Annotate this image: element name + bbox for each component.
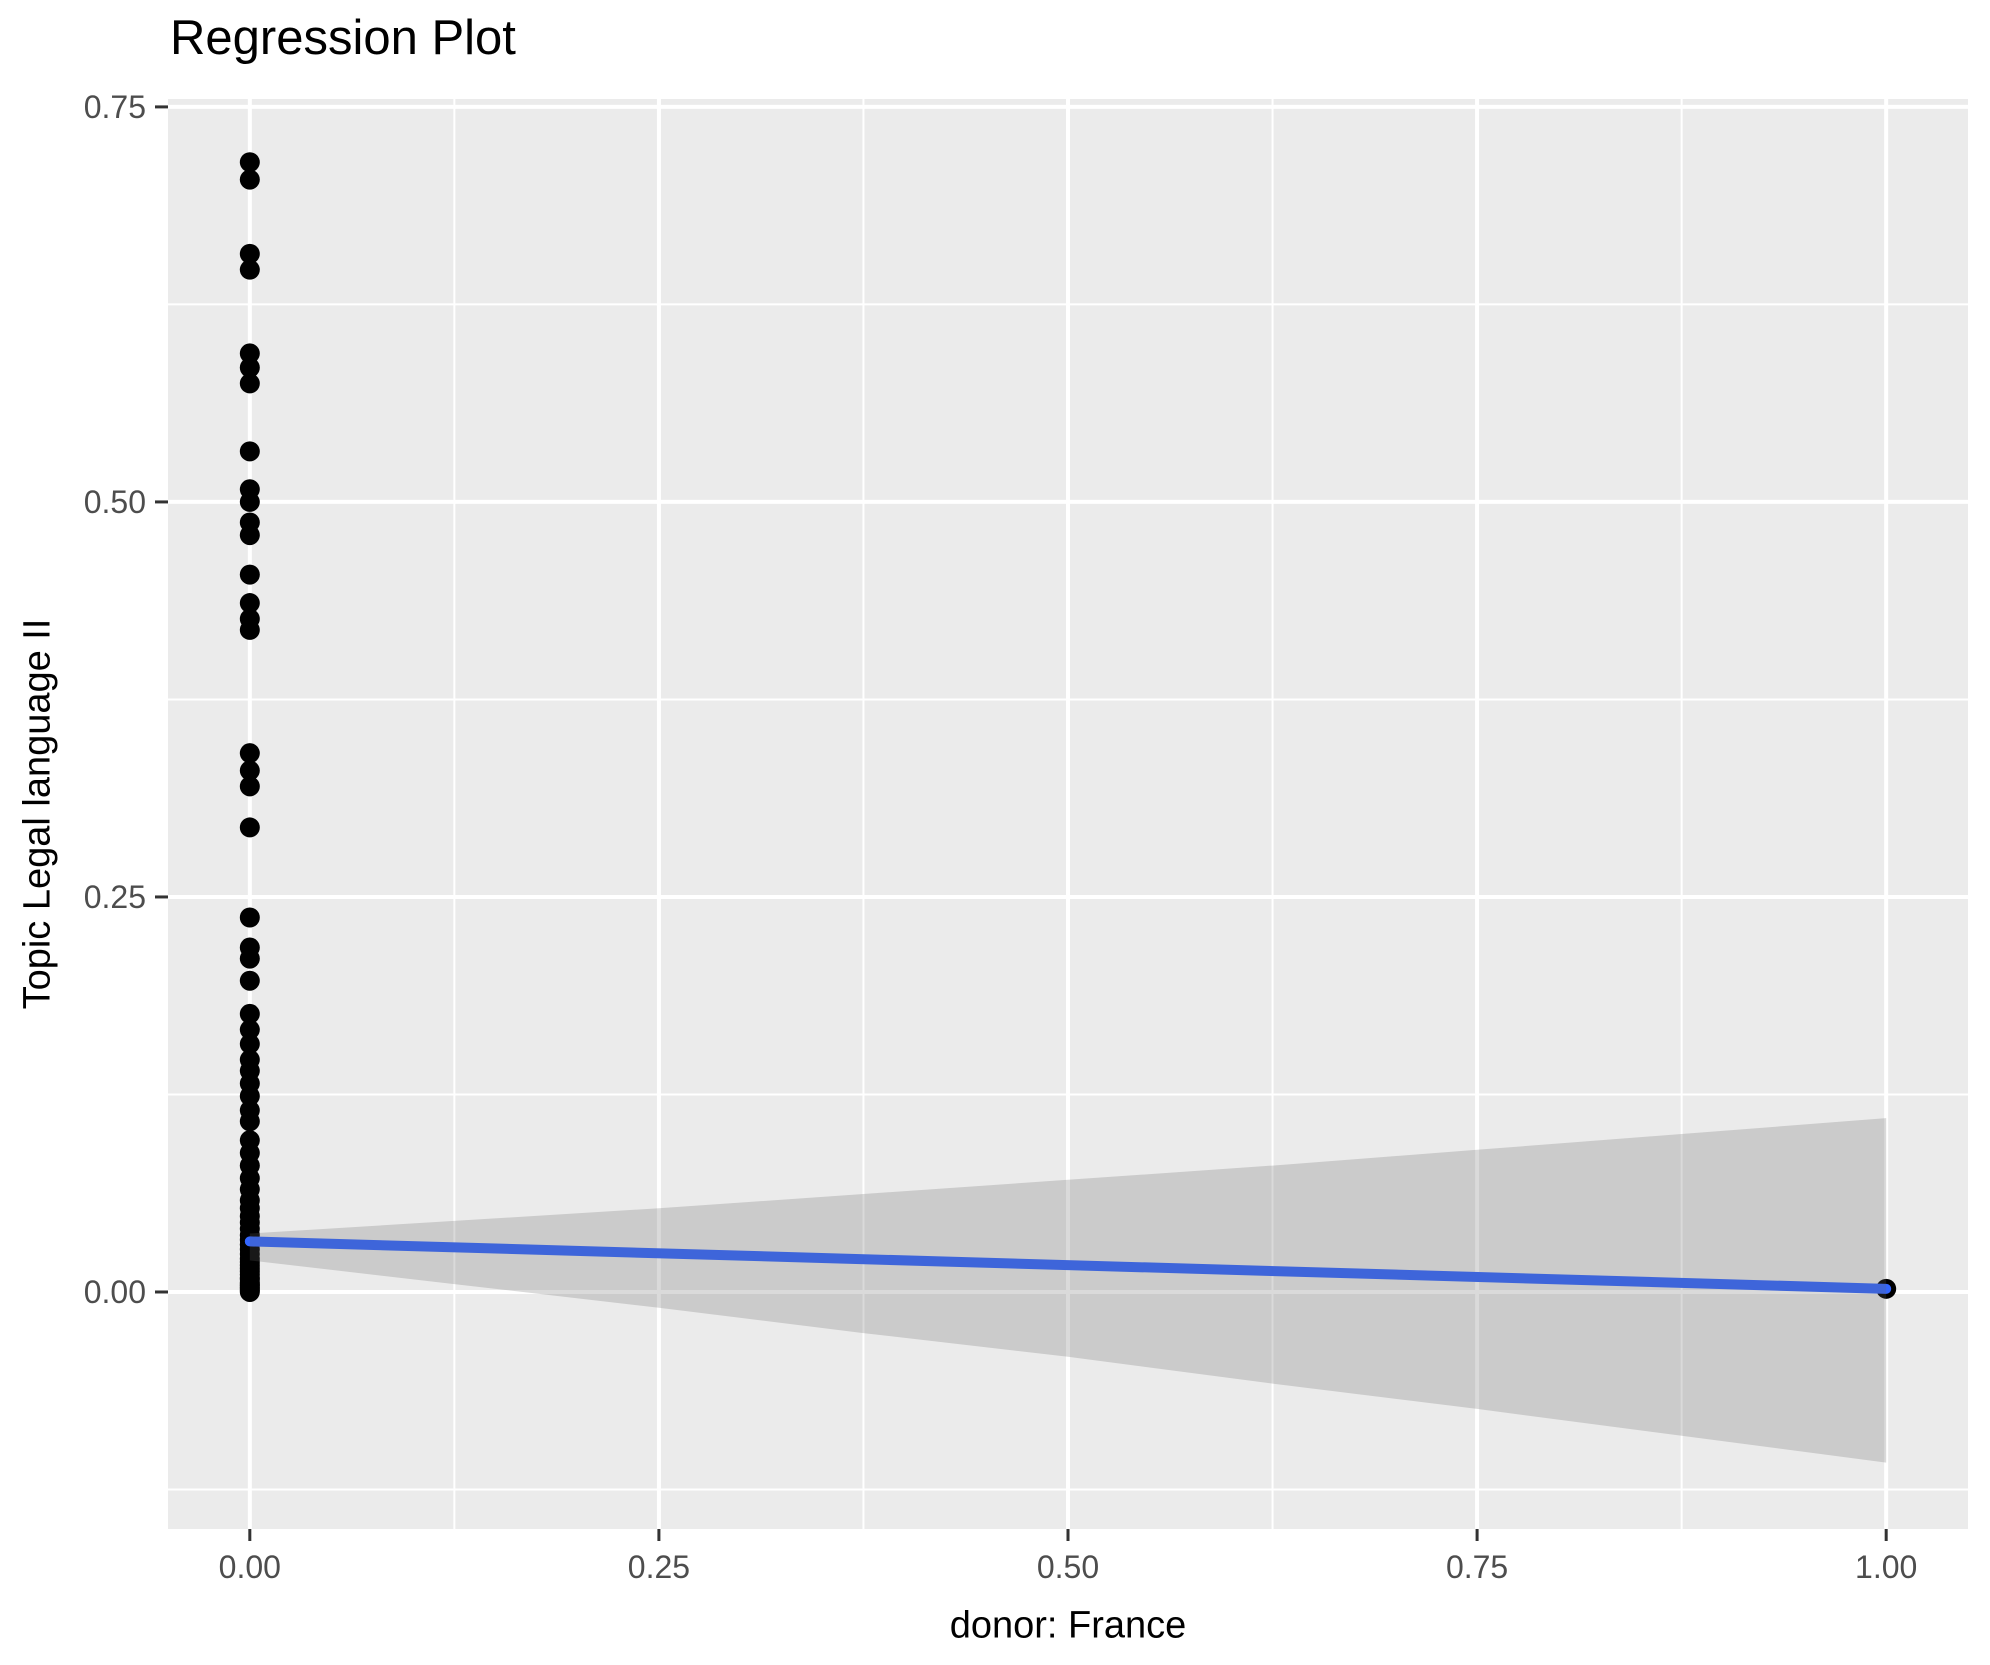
- data-point: [239, 243, 260, 264]
- data-point: [239, 593, 260, 614]
- data-point: [239, 1281, 260, 1302]
- data-point: [239, 970, 260, 991]
- x-tick-label: 0.00: [219, 1549, 281, 1585]
- data-point: [239, 169, 260, 190]
- data-point: [239, 441, 260, 462]
- data-point: [239, 948, 260, 969]
- x-axis-title: donor: France: [949, 1604, 1187, 1647]
- data-point: [239, 152, 260, 173]
- data-point: [239, 357, 260, 378]
- data-point: [239, 619, 260, 640]
- x-tick-label: 0.25: [628, 1549, 690, 1585]
- data-point: [239, 343, 260, 364]
- y-tick-label: 0.00: [84, 1274, 146, 1310]
- data-point: [239, 1019, 260, 1040]
- data-point: [239, 760, 260, 781]
- data-point: [239, 259, 260, 280]
- y-tick-label: 0.75: [84, 89, 146, 125]
- data-point: [239, 1086, 260, 1107]
- data-point: [239, 817, 260, 838]
- data-point: [239, 491, 260, 512]
- y-tick-label: 0.50: [84, 484, 146, 520]
- y-axis-title: Topic Legal language II: [16, 618, 59, 1010]
- x-tick-label: 1.00: [1855, 1549, 1917, 1585]
- data-point: [239, 907, 260, 928]
- geom-layer: [239, 152, 1897, 1463]
- data-point: [239, 564, 260, 585]
- confidence-band: [249, 1118, 1887, 1463]
- regression-line: [244, 1236, 1892, 1294]
- y-tick-label: 0.25: [84, 879, 146, 915]
- plot-title: Regression Plot: [170, 11, 516, 65]
- data-point: [239, 1033, 260, 1054]
- x-tick-label: 0.50: [1037, 1549, 1099, 1585]
- x-tick-label: 0.75: [1446, 1549, 1508, 1585]
- data-point: [239, 373, 260, 394]
- data-point: [239, 743, 260, 764]
- data-point: [239, 776, 260, 797]
- data-point: [239, 1003, 260, 1024]
- data-point: [239, 525, 260, 546]
- data-point: [239, 1111, 260, 1132]
